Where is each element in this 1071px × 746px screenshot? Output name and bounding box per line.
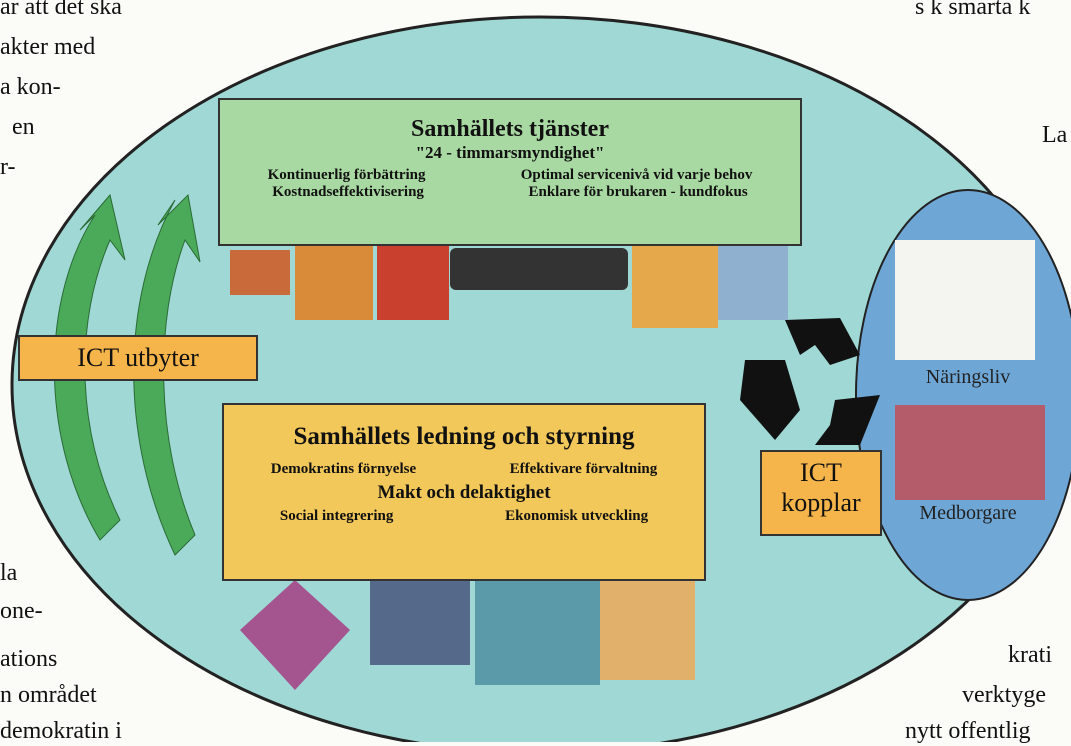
text-line: r- bbox=[0, 152, 16, 182]
text-line: verktyge bbox=[962, 680, 1046, 710]
text-line: krati bbox=[1008, 640, 1052, 670]
text-line: n området bbox=[0, 680, 97, 710]
item: Social integrering bbox=[280, 508, 393, 525]
item: Optimal servicenivå vid varje behov bbox=[521, 167, 753, 184]
item-row: Demokratins förnyelse Effektivare förval… bbox=[224, 461, 704, 478]
item: Demokratins förnyelse bbox=[271, 461, 416, 478]
text-line: one- bbox=[0, 596, 43, 626]
text-line: s k smarta k bbox=[915, 0, 1030, 22]
item: Kontinuerlig förbättring bbox=[268, 167, 426, 184]
page: {"background_text": {"left_top": ["ar at… bbox=[0, 0, 1071, 742]
item: Effektivare förvaltning bbox=[510, 461, 658, 478]
item: Enklare för brukaren - kundfokus bbox=[528, 184, 747, 201]
item: Ekonomisk utveckling bbox=[505, 508, 648, 525]
label-line: ICT bbox=[762, 458, 880, 488]
box-subtitle: "24 - timmarsmyndighet" bbox=[220, 143, 800, 163]
label-line: kopplar bbox=[762, 488, 880, 518]
text-line: en bbox=[12, 112, 35, 142]
item: Makt och delaktighet bbox=[224, 482, 704, 504]
services-box: Samhällets tjänster "24 - timmarsmyndigh… bbox=[218, 98, 802, 246]
ict-connect-label: ICT kopplar bbox=[760, 450, 882, 536]
stakeholder-label: Medborgare bbox=[878, 502, 1058, 525]
text-line: La bbox=[1042, 120, 1067, 150]
text-line: a kon- bbox=[0, 72, 61, 102]
box-title: Samhällets tjänster bbox=[220, 116, 800, 143]
ict-exchange-label: ICT utbyter bbox=[18, 335, 258, 381]
item: Kostnadseffektivisering bbox=[272, 184, 424, 201]
governance-box: Samhällets ledning och styrning Demokrat… bbox=[222, 403, 706, 581]
text-line: ations bbox=[0, 644, 57, 674]
text-line: ar att det ska bbox=[0, 0, 122, 22]
item-row: Kostnadseffektivisering Enklare för bruk… bbox=[220, 184, 800, 201]
text-line: akter med bbox=[0, 32, 95, 62]
item-row: Social integrering Ekonomisk utveckling bbox=[224, 508, 704, 525]
item-row: Kontinuerlig förbättring Optimal service… bbox=[220, 167, 800, 184]
stakeholder-label: Näringsliv bbox=[878, 366, 1058, 389]
box-title: Samhällets ledning och styrning bbox=[224, 423, 704, 451]
text-line: la bbox=[0, 558, 17, 588]
